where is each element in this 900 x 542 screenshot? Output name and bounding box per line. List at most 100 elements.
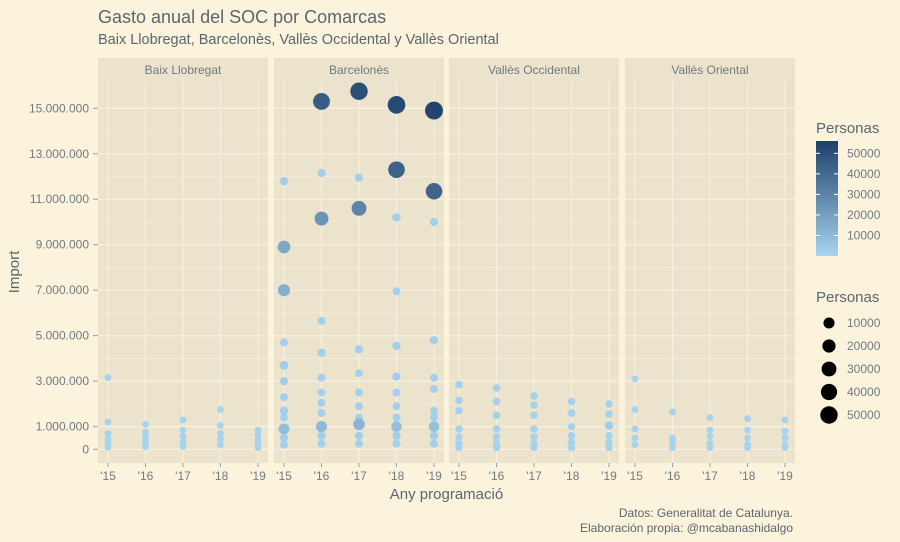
data-point (317, 348, 326, 357)
data-point (567, 443, 576, 452)
data-point (430, 413, 438, 422)
y-axis-title: Import (6, 250, 23, 293)
data-point (179, 426, 187, 434)
data-point (631, 441, 639, 449)
x-tick-label: '19 (601, 469, 617, 483)
data-point (429, 431, 439, 440)
facet-label: Vallès Occidental (488, 63, 580, 77)
data-point (387, 96, 406, 114)
size-legend-key (823, 317, 835, 329)
data-point (392, 341, 401, 351)
data-point (317, 168, 326, 178)
size-legend-key (820, 383, 838, 401)
data-point (217, 429, 224, 437)
y-tick-label: 0 (82, 442, 89, 456)
data-point (631, 425, 639, 433)
x-tick-label: '19 (426, 469, 442, 483)
data-point (392, 439, 401, 448)
chart-subtitle: Baix Llobregat, Barcelonès, Vallès Occid… (98, 32, 499, 48)
y-tick-label: 3.000.000 (36, 374, 90, 388)
data-point (277, 284, 291, 297)
data-point (605, 443, 613, 452)
data-point (455, 425, 463, 433)
data-point (428, 421, 440, 432)
data-point (567, 397, 576, 406)
data-point (179, 433, 187, 441)
data-point (631, 375, 639, 383)
data-point (354, 345, 364, 354)
facet-label: Baix Llobregat (145, 63, 222, 77)
data-point (392, 402, 401, 411)
data-point (744, 444, 751, 451)
size-legend-label: 50000 (847, 408, 881, 422)
data-point (392, 213, 401, 222)
data-point (353, 418, 365, 431)
data-point (669, 434, 676, 442)
data-point (669, 408, 676, 416)
data-point (605, 431, 613, 440)
data-point (217, 422, 224, 429)
data-point (430, 439, 438, 448)
data-point (317, 408, 326, 417)
data-point (455, 443, 463, 452)
data-point (217, 406, 224, 414)
data-point (492, 411, 501, 420)
data-point (567, 422, 576, 431)
data-point (669, 444, 676, 451)
data-point (279, 360, 289, 370)
data-point (280, 413, 288, 422)
x-tick-label: '16 (665, 469, 681, 483)
size-legend-label: 20000 (847, 339, 881, 353)
x-tick-label: '17 (702, 469, 718, 483)
data-point (279, 176, 289, 186)
data-point (430, 373, 438, 382)
size-legend-title: Personas (816, 289, 879, 306)
data-point (388, 161, 405, 178)
color-legend-label: 30000 (847, 187, 881, 201)
facet-strip (449, 58, 619, 81)
x-tick-label: '15 (451, 469, 467, 483)
data-point (392, 413, 401, 422)
data-point (605, 410, 613, 418)
data-point (104, 374, 112, 382)
data-point (317, 316, 326, 325)
data-point (142, 428, 149, 436)
data-point (530, 433, 538, 441)
data-point (354, 173, 364, 182)
data-point (217, 441, 224, 449)
caption-line-1: Datos: Generalitat de Catalunya. (618, 506, 793, 520)
data-point (104, 429, 112, 437)
data-point (455, 406, 463, 415)
size-legend-key (822, 339, 836, 353)
x-tick-label: '17 (351, 469, 367, 483)
data-point (455, 396, 463, 405)
x-tick-label: '18 (213, 469, 229, 483)
data-point (530, 392, 538, 400)
data-point (280, 338, 288, 347)
data-point (104, 443, 112, 451)
data-point (492, 384, 501, 392)
data-point (314, 211, 329, 226)
data-point (492, 443, 501, 452)
y-tick-label: 13.000.000 (29, 147, 89, 161)
data-point (429, 336, 439, 345)
data-point (279, 376, 289, 386)
y-tick-label: 9.000.000 (36, 238, 90, 252)
data-point (317, 398, 326, 407)
data-point (317, 388, 326, 397)
data-point (355, 388, 363, 397)
data-point (280, 440, 288, 449)
color-legend-label: 10000 (847, 228, 881, 242)
data-point (631, 406, 639, 414)
data-point (280, 393, 288, 402)
data-point (530, 401, 538, 409)
data-point (179, 416, 187, 424)
data-point (429, 217, 439, 227)
data-point (317, 431, 326, 440)
data-point (392, 388, 401, 397)
data-point (706, 444, 714, 451)
data-point (425, 183, 443, 200)
facet-strip (98, 58, 268, 81)
data-point (279, 406, 289, 415)
x-tick-label: '18 (740, 469, 756, 483)
